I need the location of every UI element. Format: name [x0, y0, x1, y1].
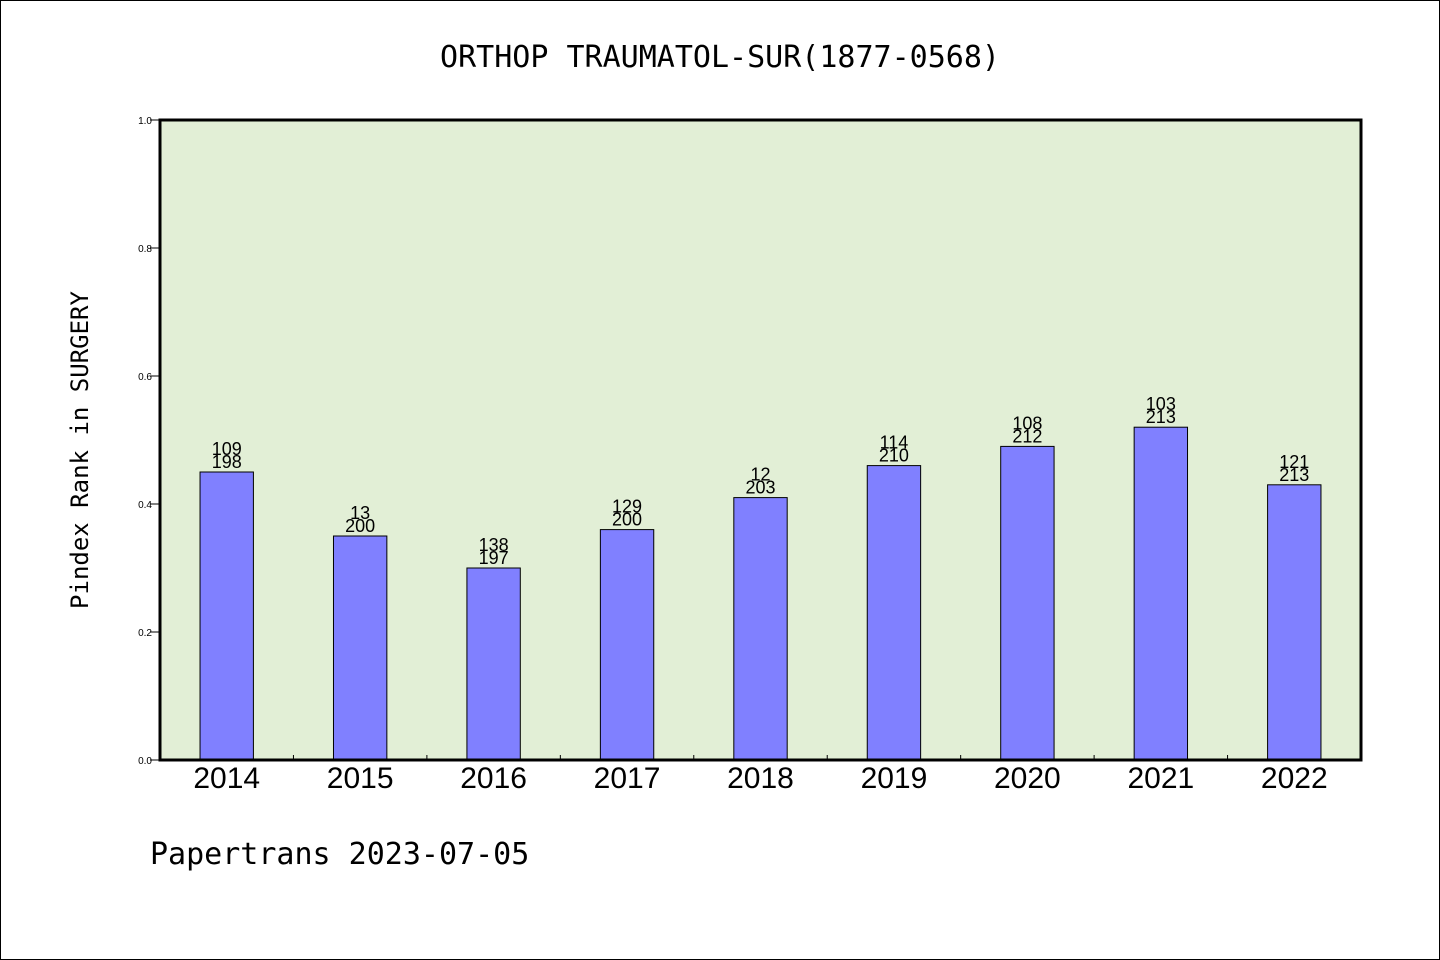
- bar-2015: [332, 535, 388, 761]
- rank-label: 121: [1279, 452, 1309, 472]
- rank-label: 12: [750, 465, 770, 485]
- x-tick-label: 2014: [193, 762, 260, 795]
- total-label: 213: [1146, 407, 1176, 427]
- bar-2018: [733, 497, 788, 761]
- y-tick-label: 0.8: [138, 244, 152, 255]
- bars-group: [199, 426, 1322, 761]
- total-label: 200: [345, 516, 375, 536]
- footer-credit: Papertrans 2023-07-05: [150, 837, 529, 872]
- y-tick-label: 0.2: [138, 628, 152, 639]
- x-tick-label: 2021: [1127, 762, 1194, 795]
- y-tick-label: 0.4: [138, 500, 152, 511]
- bar-2014: [199, 471, 254, 761]
- x-tick-label: 2016: [460, 762, 527, 795]
- rank-label: 13: [350, 503, 370, 523]
- x-tick-label: 2015: [327, 762, 394, 795]
- rank-label: 109: [212, 439, 242, 459]
- x-tick-label: 2018: [727, 762, 794, 795]
- rank-label: 114: [880, 433, 909, 453]
- y-axis-label: Pindex Rank in SURGERY: [66, 291, 94, 609]
- rank-label: 129: [612, 497, 642, 517]
- rank-label: 138: [479, 535, 509, 555]
- total-label: 213: [1279, 465, 1309, 485]
- x-tick-label: 2022: [1261, 762, 1328, 795]
- y-tick-label: 1.0: [138, 116, 152, 127]
- bar-2017: [599, 529, 655, 761]
- bar-2022: [1267, 484, 1322, 761]
- total-label: 197: [479, 548, 509, 568]
- total-label: 210: [879, 446, 909, 466]
- y-tick-label: 0.6: [138, 372, 152, 383]
- y-axis: 0.0 0.2 0.4 0.6 0.8 1.0: [138, 116, 160, 767]
- total-label: 203: [745, 478, 775, 498]
- plot-border: [158, 118, 1363, 762]
- bar-2021: [1133, 426, 1189, 761]
- y-tick-label: 0.0: [138, 756, 152, 767]
- rank-label: 108: [1012, 413, 1042, 433]
- total-label: 212: [1012, 426, 1042, 446]
- rank-label: 103: [1146, 394, 1176, 414]
- bar-2016: [466, 567, 521, 761]
- x-tick-label: 2020: [994, 762, 1061, 795]
- bar-2019: [866, 465, 922, 761]
- bar-2020: [1000, 445, 1055, 761]
- x-tick-label: 2019: [861, 762, 928, 795]
- chart-title: ORTHOP TRAUMATOL-SUR(1877-0568): [440, 40, 1000, 75]
- total-label: 200: [612, 510, 642, 530]
- data-labels-group: 1091981320013819712920012203114210108212…: [212, 394, 1310, 568]
- total-label: 198: [212, 452, 242, 472]
- x-tick-label: 2017: [594, 762, 661, 795]
- x-axis: 2014 2015 2016 2017 2018 2019 2020 2021 2022: [193, 755, 1328, 795]
